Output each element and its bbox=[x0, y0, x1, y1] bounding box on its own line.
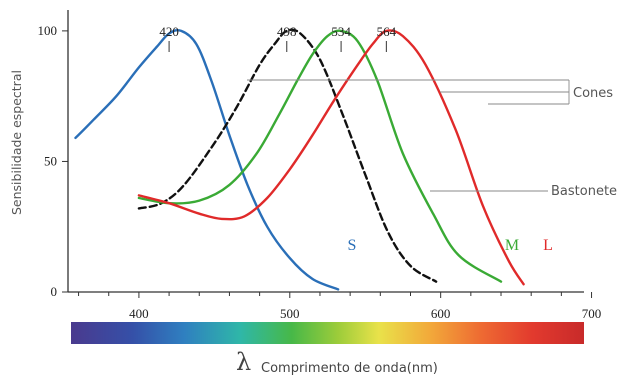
s-cone-line bbox=[74, 28, 340, 291]
peak-label: 420 bbox=[159, 24, 179, 39]
y-tick-label: 100 bbox=[38, 23, 58, 38]
x-tick-label: 500 bbox=[280, 306, 300, 321]
x-tick-label: 700 bbox=[582, 306, 602, 321]
axes-group: 400 500 600 700 0 50 100 bbox=[38, 10, 602, 321]
l-label: L bbox=[543, 237, 553, 254]
s-label: S bbox=[348, 237, 357, 254]
m-label: M bbox=[505, 237, 519, 254]
lambda-symbol: λ bbox=[236, 348, 251, 376]
x-axis-label: Comprimento de onda(nm) bbox=[261, 361, 438, 376]
m-cone-line bbox=[137, 29, 503, 283]
x-tick-label: 600 bbox=[431, 306, 451, 321]
y-axis-label: Sensibilidade espectral bbox=[9, 70, 24, 215]
y-tick-label: 50 bbox=[44, 153, 57, 168]
peak-label: 498 bbox=[277, 24, 297, 39]
rod-annotation: Bastonete bbox=[551, 184, 617, 199]
x-tick-label: 400 bbox=[129, 306, 149, 321]
cones-annotation: Cones bbox=[573, 86, 613, 101]
y-tick-label: 0 bbox=[51, 284, 58, 299]
peak-label: 564 bbox=[377, 24, 397, 39]
visible-spectrum-bar bbox=[71, 322, 584, 344]
l-cone-line bbox=[137, 29, 525, 286]
rod-line bbox=[137, 28, 438, 283]
peak-label: 534 bbox=[331, 24, 351, 39]
annotations-group: 420 498 534 564 Cones Bastonete bbox=[159, 24, 617, 199]
